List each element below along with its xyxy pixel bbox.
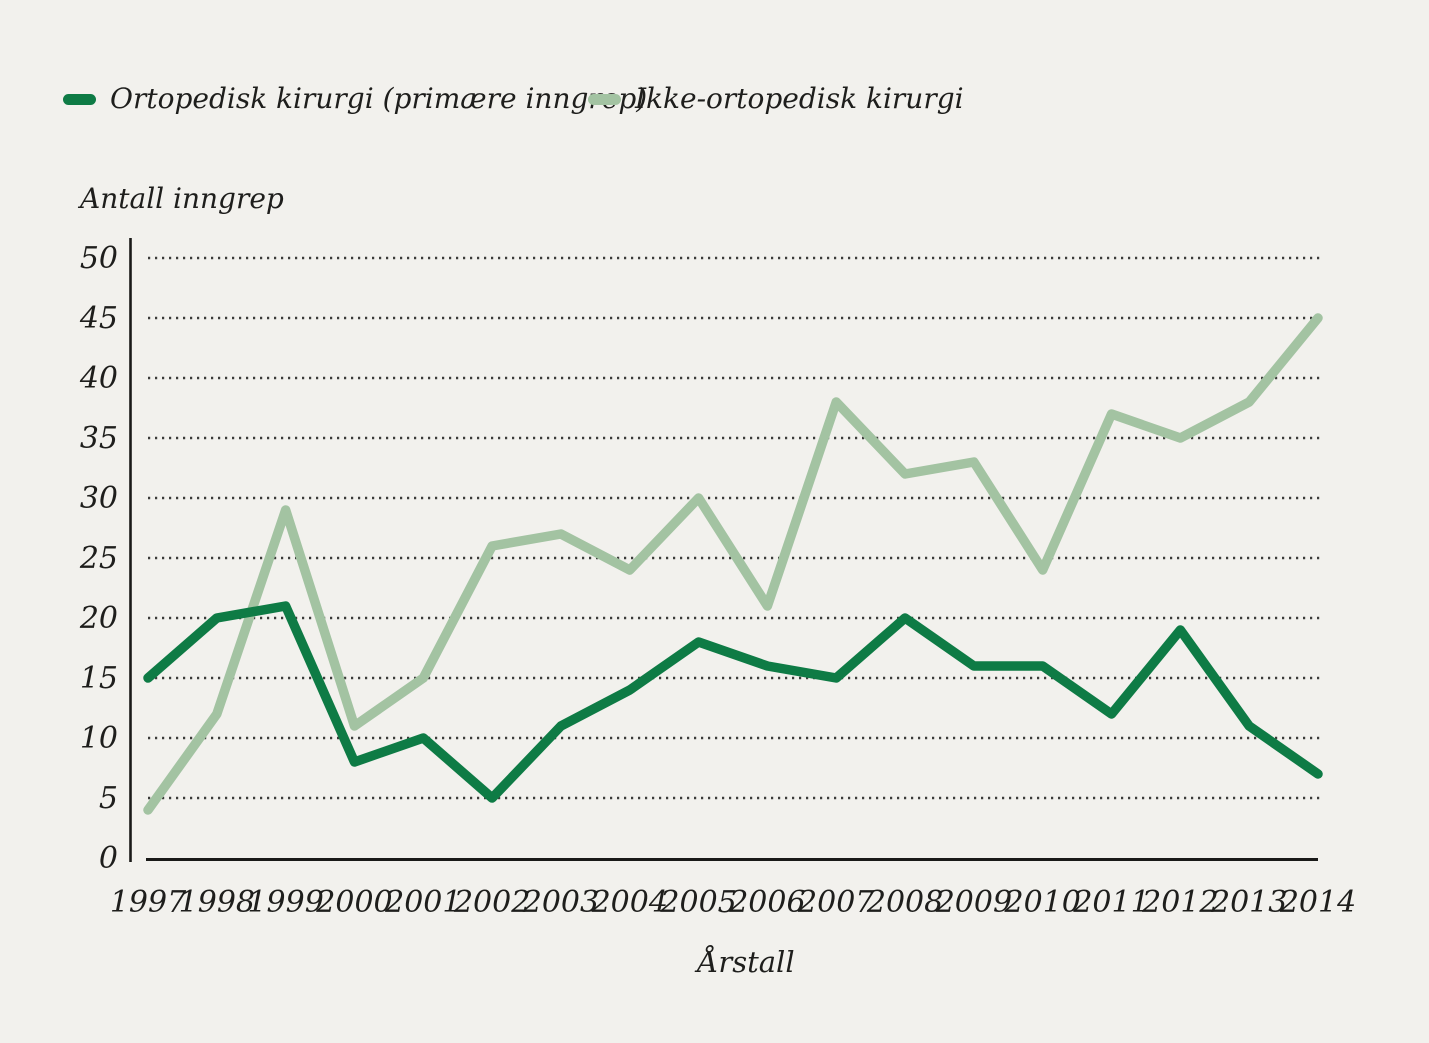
legend-label-ortopedisk: Ortopedisk kirurgi (primære inngrep) <box>110 82 648 115</box>
x-tick-label-2003: 2003 <box>522 885 599 920</box>
y-tick-label-50: 50 <box>80 241 118 276</box>
x-tick-label-2008: 2008 <box>866 885 943 920</box>
x-tick-label-2012: 2012 <box>1141 885 1218 920</box>
y-tick-label-30: 30 <box>80 481 118 516</box>
y-tick-label-0: 0 <box>99 841 118 876</box>
x-tick-label-2010: 2010 <box>1004 885 1081 920</box>
legend-label-ikke-ortopedisk: Ikke-ortopedisk kirurgi <box>635 82 964 115</box>
x-tick-label-2001: 2001 <box>384 885 461 920</box>
x-tick-label-1997: 1997 <box>110 885 187 920</box>
x-tick-label-2007: 2007 <box>797 885 875 920</box>
x-tick-label-2004: 2004 <box>591 885 668 920</box>
y-tick-label-35: 35 <box>80 421 118 456</box>
legend-item-ikke-ortopedisk: Ikke-ortopedisk kirurgi <box>588 82 964 115</box>
legend-item-ortopedisk: Ortopedisk kirurgi (primære inngrep) <box>63 82 648 115</box>
series-line-ikke-ortopedisk-kirurgi <box>143 313 1323 815</box>
x-axis-title: Årstall <box>694 944 794 979</box>
series-line-ortopedisk-kirurgi-prim-re-inngrep <box>143 601 1323 803</box>
x-tick-label-1998: 1998 <box>179 885 255 920</box>
y-tick-label-40: 40 <box>79 361 118 396</box>
x-tick-label-2011: 2011 <box>1072 885 1149 920</box>
y-tick-label-45: 45 <box>79 301 118 336</box>
x-tick-label-2000: 2000 <box>315 885 392 920</box>
x-tick-label-2009: 2009 <box>935 885 1012 920</box>
y-tick-label-25: 25 <box>79 541 118 576</box>
x-tick-label-2014: 2014 <box>1279 885 1356 920</box>
y-tick-label-15: 15 <box>80 661 118 696</box>
x-tick-label-2006: 2006 <box>728 885 805 920</box>
legend-swatch-ikke-ortopedisk-icon <box>588 93 621 105</box>
y-tick-label-5: 5 <box>99 781 118 816</box>
x-tick-label-2013: 2013 <box>1210 885 1287 920</box>
y-axis-title: Antall inngrep <box>80 182 284 215</box>
x-tick-label-1999: 1999 <box>247 885 323 920</box>
x-tick-label-2005: 2005 <box>659 885 736 920</box>
y-tick-label-10: 10 <box>80 721 118 756</box>
legend-swatch-ortopedisk-icon <box>63 93 96 105</box>
x-tick-label-2002: 2002 <box>453 885 530 920</box>
y-tick-label-20: 20 <box>79 601 118 636</box>
